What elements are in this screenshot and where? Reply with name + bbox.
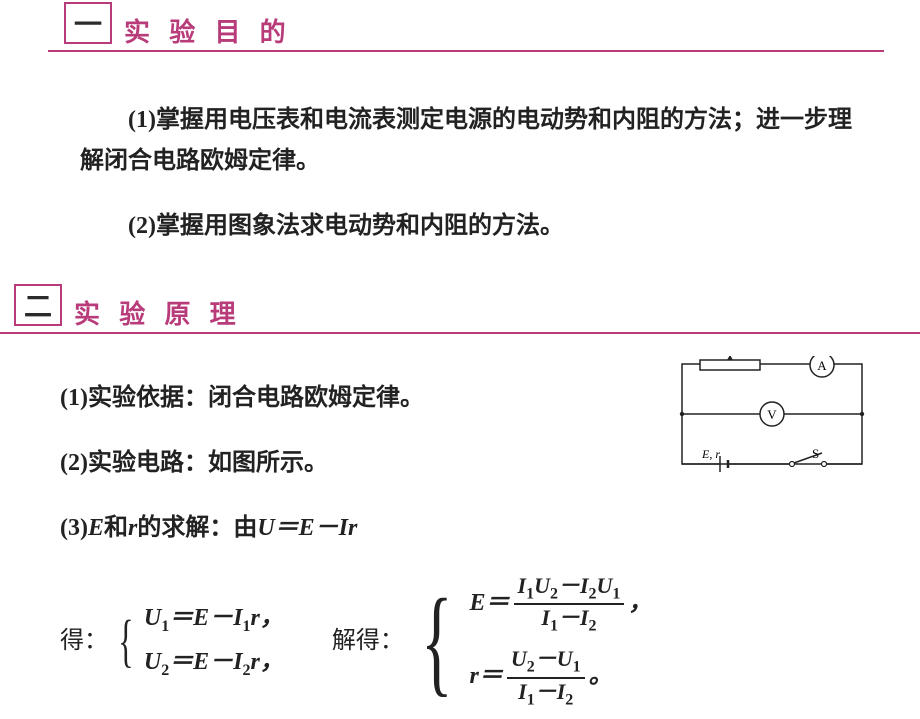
section-2-number: 二: [24, 285, 52, 325]
section-2-number-box: 二: [14, 284, 62, 326]
and-char: 和: [104, 515, 128, 541]
header-underline-2: [0, 332, 920, 334]
solve-equations: E＝ I1U2－I2U1 I1－I2 ， r＝ U2－U1 I1－I2 。: [470, 573, 653, 709]
emf-label: E, r: [701, 447, 720, 461]
section-1-p2-text: (2)掌握用图象法求电动势和内阻的方法。: [128, 213, 564, 239]
frac-r: U2－U1 I1－I2: [507, 646, 585, 709]
frac-E-num: I1U2－I2U1: [514, 573, 625, 604]
section-2-content: A V E, r S (1)实验依据：闭合电路欧姆定律。 (2)实验电路：如图所…: [0, 350, 920, 719]
ammeter-label: A: [817, 358, 827, 373]
header-underline: [48, 50, 884, 52]
section-2-p1-text: (1)实验依据：闭合电路欧姆定律。: [60, 385, 424, 411]
formula-container: 得： { U1＝E－I1r， U2＝E－I2r， 解得： { E＝ I1U2－I…: [60, 573, 860, 709]
frac-E-den: I1－I2: [537, 605, 600, 636]
brace-left-icon: {: [118, 618, 133, 664]
voltmeter-label: V: [767, 407, 777, 422]
section-2-header: 二 实 验 原 理: [0, 290, 920, 334]
section-2-title: 实 验 原 理: [74, 294, 242, 331]
var-E: E: [88, 515, 104, 541]
section-1-header: 一 实 验 目 的: [24, 8, 920, 52]
p3-text: 的求解：由: [137, 515, 257, 541]
switch-label: S: [812, 446, 819, 461]
eq-u2: U2＝E－I2r，: [144, 642, 284, 684]
given-label: 得：: [60, 621, 108, 662]
section-2-p3: (3)E和r的求解：由U＝E－Ir: [60, 508, 860, 549]
main-formula: U＝E－Ir: [257, 515, 357, 541]
p3-prefix: (3): [60, 515, 88, 541]
brace-left-big-icon: {: [421, 608, 453, 674]
section-1-number-box: 一: [64, 2, 112, 44]
var-r: r: [128, 515, 137, 541]
section-1-number: 一: [74, 3, 102, 43]
eq-r: r＝ U2－U1 I1－I2 。: [470, 646, 653, 709]
section-1-title: 实 验 目 的: [124, 12, 292, 49]
section-2-p2-text: (2)实验电路：如图所示。: [60, 450, 328, 476]
frac-E: I1U2－I2U1 I1－I2: [514, 573, 625, 636]
given-equations: U1＝E－I1r， U2＝E－I2r，: [144, 598, 284, 684]
section-1-p2: (2)掌握用图象法求电动势和内阻的方法。: [80, 206, 860, 247]
section-1-p1: (1)掌握用电压表和电流表测定电源的电动势和内阻的方法；进一步理解闭合电路欧姆定…: [80, 100, 860, 182]
solve-label: 解得：: [332, 621, 404, 662]
section-1-p1-text: (1)掌握用电压表和电流表测定电源的电动势和内阻的方法；进一步理解闭合电路欧姆定…: [80, 107, 852, 174]
frac-r-num: U2－U1: [507, 646, 585, 677]
solve-group: 解得： { E＝ I1U2－I2U1 I1－I2 ， r＝ U2－U1 I1－I…: [332, 573, 653, 709]
frac-r-den: I1－I2: [514, 679, 577, 710]
section-1-content: (1)掌握用电压表和电流表测定电源的电动势和内阻的方法；进一步理解闭合电路欧姆定…: [0, 68, 920, 290]
eq-E: E＝ I1U2－I2U1 I1－I2 ，: [470, 573, 653, 636]
given-group: 得： { U1＝E－I1r， U2＝E－I2r，: [60, 598, 284, 684]
eq-u1: U1＝E－I1r，: [144, 598, 284, 640]
circuit-diagram: A V E, r S: [672, 356, 872, 476]
